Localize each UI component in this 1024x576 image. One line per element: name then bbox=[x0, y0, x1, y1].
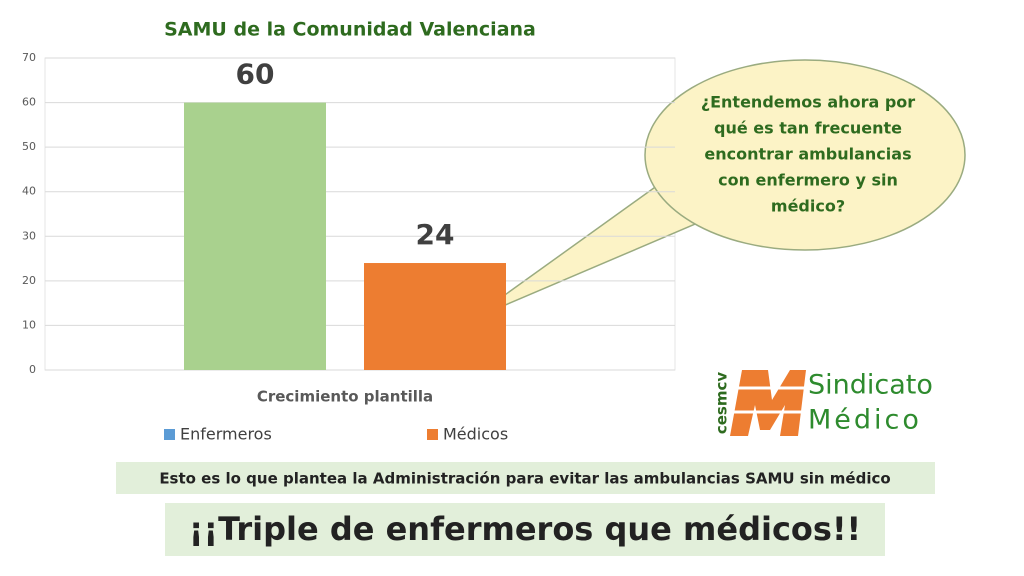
y-tick-label: 30 bbox=[22, 229, 36, 242]
logo-line1: Sindicato bbox=[808, 370, 933, 401]
callout-line: qué es tan frecuente bbox=[714, 119, 902, 138]
y-tick-label: 60 bbox=[22, 96, 36, 109]
callout-line: con enfermero y sin bbox=[718, 171, 898, 190]
data-label: 24 bbox=[416, 218, 455, 251]
y-tick-label: 0 bbox=[29, 363, 36, 376]
chart-title: SAMU de la Comunidad Valenciana bbox=[164, 19, 536, 41]
callout-bubble bbox=[644, 59, 966, 251]
data-label: 60 bbox=[236, 58, 275, 91]
callout-line: médico? bbox=[771, 197, 845, 216]
plot-frame bbox=[44, 57, 676, 371]
banner: Esto es lo que plantea la Administración… bbox=[159, 470, 890, 488]
logo-acronym: cesmcv bbox=[713, 372, 731, 435]
callout-line: encontrar ambulancias bbox=[704, 145, 911, 164]
logo-line2: Médico bbox=[808, 405, 922, 436]
bar bbox=[184, 102, 326, 371]
bar bbox=[364, 263, 506, 370]
y-tick-label: 70 bbox=[22, 51, 36, 64]
legend-label: Enfermeros bbox=[180, 425, 272, 444]
legend-label: Médicos bbox=[443, 425, 508, 444]
callout-joint bbox=[667, 175, 705, 220]
logo-mark bbox=[730, 370, 806, 436]
legend-swatch bbox=[427, 429, 438, 440]
callout bbox=[469, 59, 966, 321]
y-tick-label: 20 bbox=[22, 274, 36, 287]
headline: ¡¡Triple de enfermeros que médicos!! bbox=[189, 510, 861, 548]
logo: cesmcv Sindicato Médico bbox=[713, 370, 933, 436]
banner-box bbox=[116, 462, 935, 494]
y-tick-label: 50 bbox=[22, 140, 36, 153]
headline-box bbox=[165, 503, 885, 556]
y-tick-label: 10 bbox=[22, 318, 36, 331]
legend-swatch bbox=[164, 429, 175, 440]
callout-line: ¿Entendemos ahora por bbox=[701, 93, 915, 112]
y-tick-label: 40 bbox=[22, 185, 36, 198]
x-tick-label: Crecimiento plantilla bbox=[257, 388, 433, 406]
